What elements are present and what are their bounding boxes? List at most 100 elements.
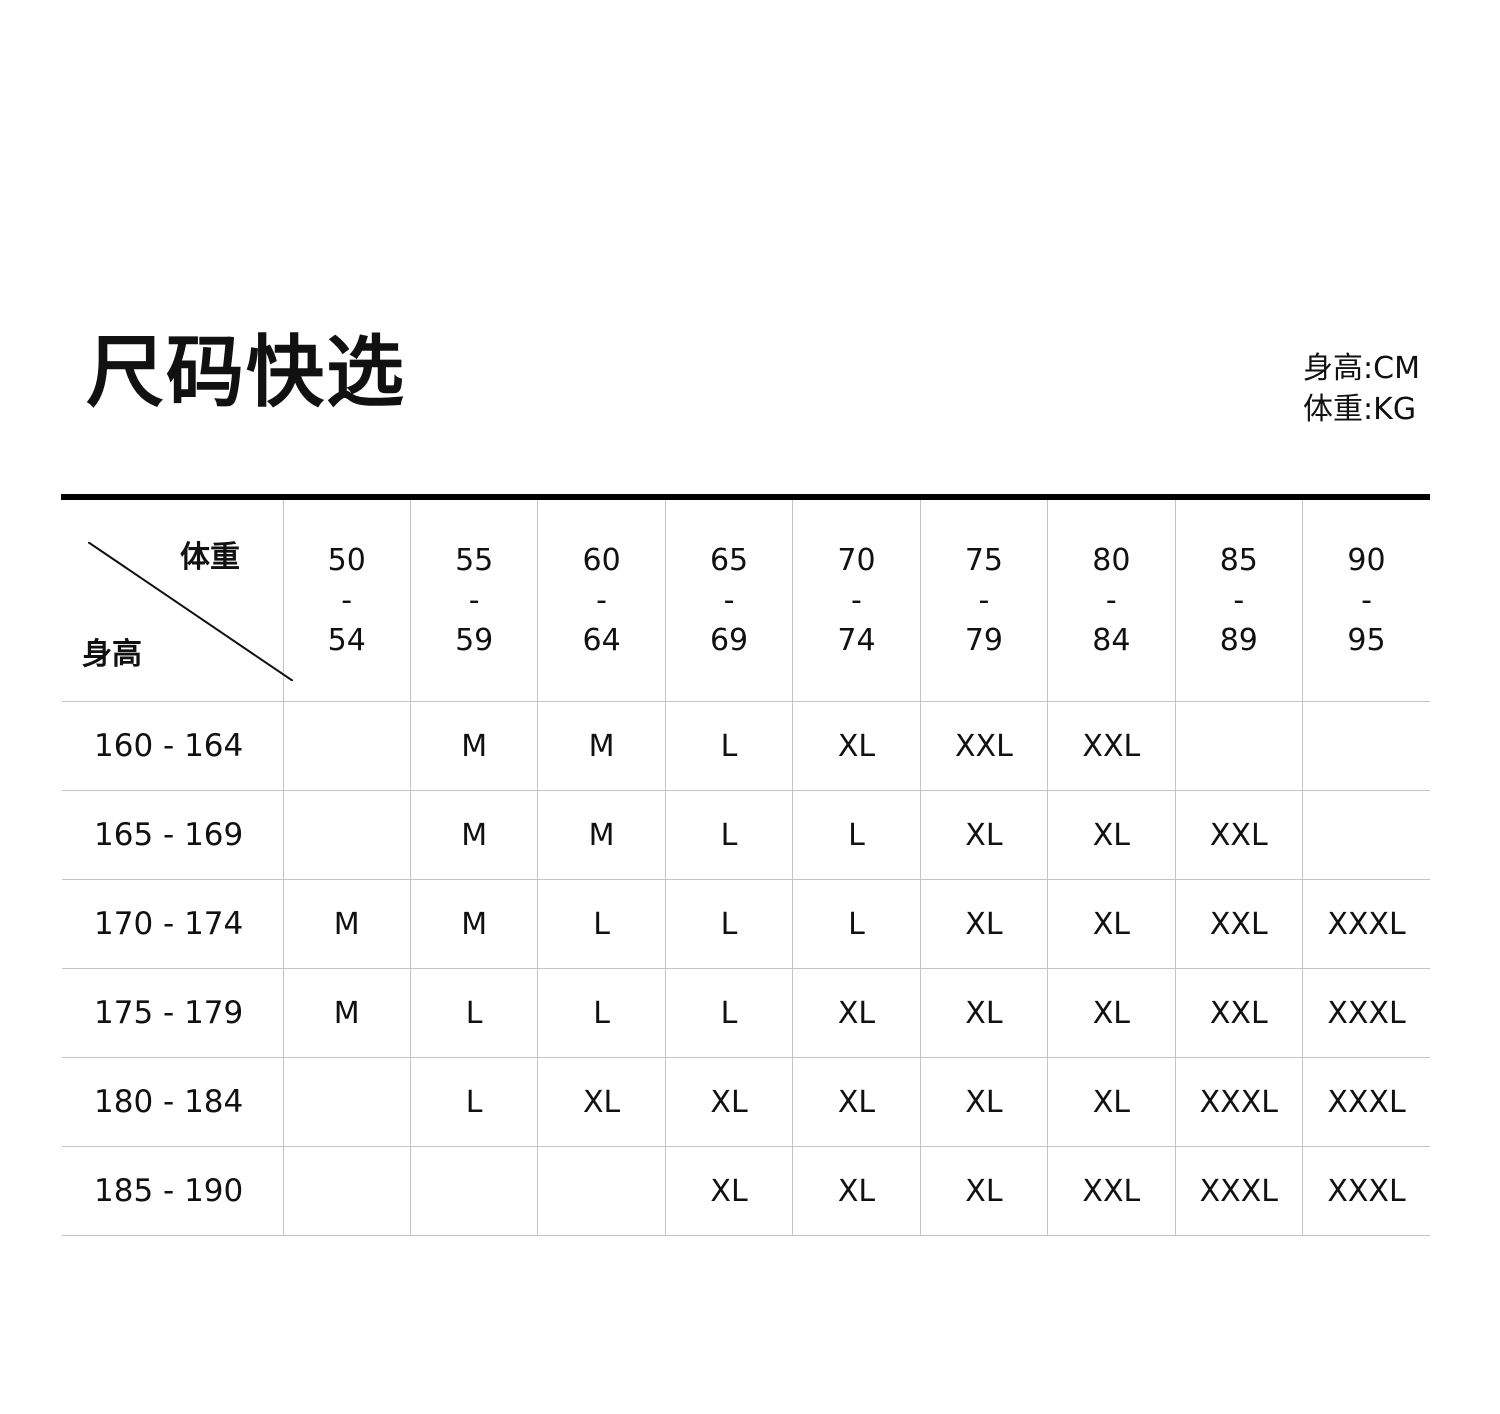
weight-range-part: -: [596, 582, 607, 618]
table-row: 180 - 184 L XL XL XL XL XL XXXL XXXL: [62, 1057, 1430, 1147]
corner-weight-label: 体重: [180, 540, 240, 575]
size-cell: XL: [1047, 968, 1176, 1058]
weight-range-part: 80: [1092, 542, 1131, 578]
height-range-label: 160 - 164: [62, 701, 284, 791]
size-cell: M: [410, 790, 539, 880]
weight-range-part: 50: [327, 542, 366, 578]
size-cell: XL: [792, 1057, 921, 1147]
size-cell: XL: [920, 1057, 1049, 1147]
size-cell: XL: [920, 790, 1049, 880]
table-header-row: 体重 身高 50-54 55-59 60-64 65-69 70-74 75-79 80-8…: [62, 500, 1430, 702]
size-cell: XL: [792, 968, 921, 1058]
size-cell: L: [410, 1057, 539, 1147]
table-row: 160 - 164 M M L XL XXL XXL: [62, 701, 1430, 791]
size-cell: [410, 1146, 539, 1236]
table-row: 170 - 174 M M L L L XL XL XXL XXXL: [62, 879, 1430, 969]
size-cell: XXL: [920, 701, 1049, 791]
size-cell: M: [283, 968, 411, 1058]
size-cell: XL: [537, 1057, 666, 1147]
size-cell: L: [537, 968, 666, 1058]
size-cell: L: [792, 879, 921, 969]
weight-range-part: 89: [1219, 622, 1258, 658]
height-range-label: 180 - 184: [62, 1057, 284, 1147]
size-cell: XXXL: [1302, 879, 1430, 969]
weight-range-part: 55: [455, 542, 494, 578]
size-cell: XL: [1047, 879, 1176, 969]
weight-range-part: 69: [709, 622, 749, 658]
size-cell: XXL: [1175, 879, 1304, 969]
size-cell: XL: [665, 1146, 794, 1236]
height-range-label: 175 - 179: [62, 968, 284, 1058]
weight-range-part: 59: [455, 622, 494, 658]
size-cell: [1175, 701, 1304, 791]
size-cell: [283, 1057, 411, 1147]
size-cell: XXXL: [1302, 1146, 1430, 1236]
weight-range-part: 85: [1219, 542, 1258, 578]
weight-column-header: 65 - 69: [665, 500, 794, 702]
size-cell: XL: [665, 1057, 794, 1147]
weight-range-part: 95: [1347, 622, 1386, 658]
table-row: 185 - 190 XL XL XL XXL XXXL XXXL: [62, 1146, 1430, 1236]
size-cell: XL: [920, 1146, 1049, 1236]
weight-range-part: 84: [1092, 622, 1131, 658]
weight-range-part: 60: [582, 542, 621, 578]
page-title: 尺码快选: [86, 328, 407, 418]
weight-range-part: -: [468, 582, 480, 618]
size-cell: L: [792, 790, 921, 880]
size-cell: XL: [920, 968, 1049, 1058]
size-cell: M: [283, 879, 411, 969]
weight-column-header: 90 - 95: [1302, 500, 1430, 702]
size-cell: XXL: [1047, 1146, 1176, 1236]
size-cell: M: [537, 790, 666, 880]
weight-range-part: -: [978, 582, 990, 618]
weight-range-part: 74: [837, 622, 876, 658]
weight-range-part: 90: [1347, 542, 1386, 578]
size-cell: XXL: [1175, 790, 1304, 880]
size-cell: XL: [1047, 1057, 1176, 1147]
weight-column-header: 75 - 79: [920, 500, 1049, 702]
weight-range-part: 54: [327, 622, 366, 658]
height-unit: 身高:CM: [1303, 351, 1420, 386]
weight-column-header: 80 - 84: [1047, 500, 1176, 702]
size-cell: L: [665, 701, 794, 791]
weight-range-part: -: [341, 582, 353, 618]
weight-range-part: 64: [582, 622, 621, 658]
weight-unit: 体重:KG: [1303, 392, 1417, 427]
size-cell: XL: [792, 701, 921, 791]
weight-range-part: 70: [837, 542, 876, 578]
size-cell: L: [665, 879, 794, 969]
height-range-label: 165 - 169: [62, 790, 284, 880]
size-cell: XL: [1047, 790, 1176, 880]
size-cell: [1302, 790, 1430, 880]
weight-column-header: 60 - 64: [537, 500, 666, 702]
weight-range-part: -: [1105, 582, 1117, 618]
size-cell: XXXL: [1175, 1146, 1304, 1236]
size-cell: M: [537, 701, 666, 791]
size-cell: L: [410, 968, 539, 1058]
weight-range-part: -: [1361, 582, 1372, 618]
size-cell: XXXL: [1175, 1057, 1304, 1147]
weight-range-part: 65: [709, 542, 749, 578]
weight-range-part: 79: [964, 622, 1003, 658]
size-cell: [1302, 701, 1430, 791]
height-range-label: 170 - 174: [62, 879, 284, 969]
size-cell: [283, 701, 411, 791]
weight-column-header: 55 - 59: [410, 500, 539, 702]
table-top-rule: [61, 494, 1430, 500]
size-table: 体重 身高 50-54 55-59 60-64 65-69 70-74 75-79 80-8…: [62, 500, 1430, 1236]
size-cell: XXL: [1175, 968, 1304, 1058]
weight-range-part: -: [723, 582, 735, 618]
size-cell: [537, 1146, 666, 1236]
weight-column-header: 85 - 89: [1175, 500, 1304, 702]
size-cell: XXL: [1047, 701, 1176, 791]
units-legend: 身高:CM 体重:KG: [1303, 348, 1420, 430]
corner-height-label: 身高: [82, 637, 142, 672]
size-cell: L: [665, 790, 794, 880]
diagonal-divider: [88, 542, 293, 681]
corner-cell: 体重 身高: [62, 500, 293, 702]
size-cell: M: [410, 879, 539, 969]
size-cell: [283, 1146, 411, 1236]
table-row: 165 - 169 M M L L XL XL XXL: [62, 790, 1430, 880]
size-cell: [283, 790, 411, 880]
size-cell: XL: [920, 879, 1049, 969]
